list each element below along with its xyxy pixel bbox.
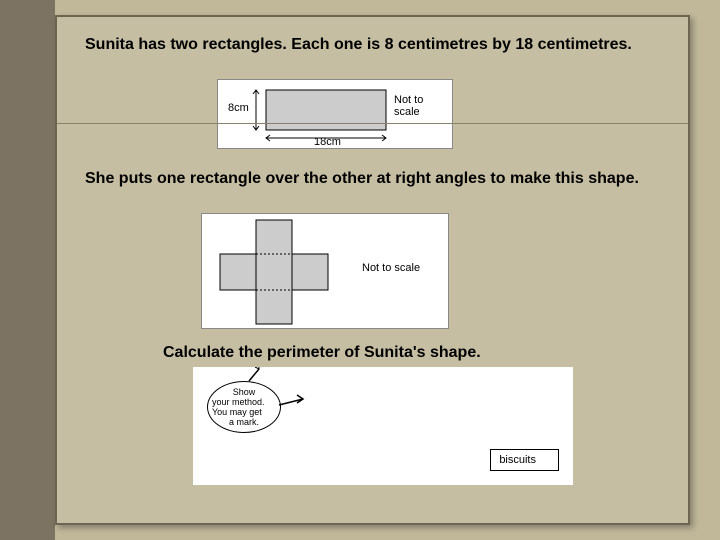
fig1-dim-height: 8cm — [228, 102, 249, 114]
method-line-4: a mark. — [212, 418, 276, 428]
answer-area: Show your method. You may get a mark. bi… — [193, 367, 573, 485]
method-bubble: Show your method. You may get a mark. — [207, 381, 281, 433]
fig1-dim-width: 18cm — [314, 136, 341, 148]
slide-left-shadow — [0, 0, 55, 540]
problem-text-2: She puts one rectangle over the other at… — [85, 169, 665, 190]
slide-frame: Sunita has two rectangles. Each one is 8… — [55, 15, 690, 525]
figure-1: 8cm 18cm Not to scale — [217, 79, 453, 149]
divider-1 — [57, 123, 688, 124]
figure-2: Not to scale — [201, 213, 449, 329]
problem-text-3: Calculate the perimeter of Sunita's shap… — [163, 343, 481, 364]
problem-text-1: Sunita has two rectangles. Each one is 8… — [85, 35, 665, 56]
biscuits-answer-box: biscuits — [490, 449, 559, 471]
fig2-not-to-scale: Not to scale — [362, 262, 420, 274]
fig1-not-to-scale: Not to scale — [394, 94, 452, 118]
